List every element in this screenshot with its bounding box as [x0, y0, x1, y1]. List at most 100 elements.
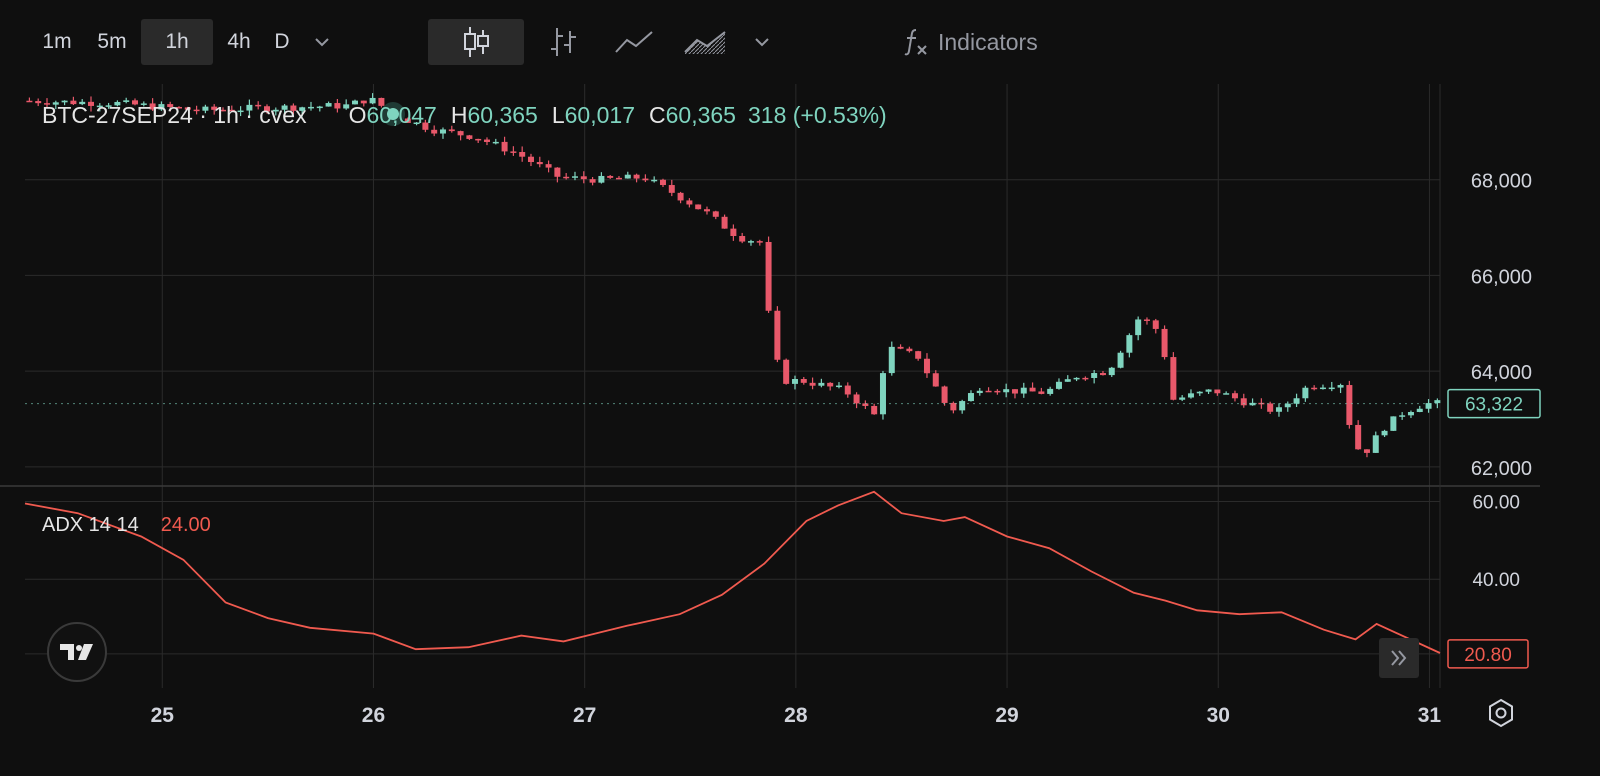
candle-body: [114, 101, 121, 106]
candle-body: [1179, 397, 1186, 400]
candle-body: [52, 102, 59, 105]
candle-body: [994, 390, 1001, 393]
candle-body: [1390, 416, 1397, 431]
candle-body: [219, 109, 226, 112]
candle-body: [501, 141, 508, 152]
candle-body: [343, 104, 350, 109]
adx-tick-label: 40.00: [1472, 570, 1520, 591]
candle-body: [1284, 403, 1291, 408]
candle-body: [624, 174, 631, 179]
candle-body: [1293, 398, 1300, 404]
last-price-label: 63,322: [1465, 395, 1523, 416]
candle-body: [941, 386, 948, 403]
x-tick-label: 29: [995, 704, 1018, 727]
candle-body: [1108, 367, 1115, 376]
timeframe-5m[interactable]: 5m: [97, 30, 127, 53]
candles-icon[interactable]: [428, 19, 524, 65]
candle-body: [536, 162, 543, 165]
candle-body: [1434, 400, 1441, 404]
candle-body: [1249, 402, 1256, 406]
area-icon[interactable]: [680, 19, 730, 65]
high-value: 60,365: [467, 102, 538, 128]
candle-body: [35, 101, 42, 104]
timeframe-d[interactable]: D: [274, 30, 290, 53]
candle-body: [422, 122, 429, 130]
axes: 25 26 27 28 29 30 31 62,000 64,000 66,000 68,000 40…: [151, 171, 1541, 727]
candle-body: [483, 139, 490, 142]
candle-body: [360, 100, 367, 104]
tradingview-logo-icon[interactable]: [47, 622, 107, 682]
candle-body: [1328, 387, 1335, 390]
timeframe-1h[interactable]: 1h: [141, 19, 213, 65]
candle-body: [290, 105, 297, 111]
price-tick-label: 64,000: [1471, 362, 1532, 384]
candle-body: [246, 104, 253, 111]
candle-body: [325, 103, 332, 107]
candle-body: [959, 401, 966, 411]
close-label: C: [649, 102, 666, 128]
candle-body: [369, 97, 376, 104]
candle-body: [105, 105, 112, 107]
candle-body: [466, 135, 473, 139]
candle-body: [651, 179, 658, 182]
candle-body: [96, 105, 103, 108]
symbol-label: BTC-27SEP24 · 1h · cvex: [42, 102, 307, 128]
candle-body: [1003, 389, 1010, 393]
candle-body: [1355, 424, 1362, 450]
bars-icon[interactable]: [540, 19, 586, 65]
timeframe-dropdown-chevron-down-icon[interactable]: [306, 19, 338, 65]
adx-last-box: [1447, 639, 1529, 669]
candle-body: [730, 228, 737, 237]
candle-body: [1302, 387, 1309, 399]
toolbar: 1m 5m 1h 4h D: [0, 0, 1600, 84]
change-value: 318 (+0.53%): [747, 102, 887, 128]
candles: [25, 93, 1441, 458]
chart-type-chevron-down-icon[interactable]: [746, 19, 778, 65]
candle-body: [747, 241, 754, 243]
candle-body: [228, 109, 235, 112]
candle-body: [686, 200, 693, 205]
timeframe-1m[interactable]: 1m: [42, 30, 72, 53]
candle-body: [607, 175, 614, 178]
adx-legend: ADX 14 14 24.00: [42, 514, 211, 537]
candle-body: [70, 100, 77, 105]
indicators-label: Indicators: [938, 28, 1038, 55]
candle-body: [783, 359, 790, 384]
candle-body: [1416, 408, 1423, 412]
candle-body: [431, 129, 438, 134]
scroll-to-realtime-button[interactable]: [1379, 638, 1419, 678]
candle-body: [571, 176, 578, 178]
candle-body: [519, 152, 526, 157]
adx-value: 24.00: [160, 514, 211, 536]
candle-body: [888, 346, 895, 374]
candle-body: [765, 241, 772, 311]
candle-body: [475, 138, 482, 141]
settings-gear-icon[interactable]: [1484, 696, 1518, 730]
x-tick-label: 25: [151, 704, 175, 727]
candle-body: [853, 394, 860, 404]
adx-pane: [24, 490, 1441, 654]
timeframe-4h[interactable]: 4h: [227, 30, 251, 53]
candle-body: [642, 178, 649, 181]
candle-body: [721, 216, 728, 229]
price-tick-label: 62,000: [1471, 458, 1532, 480]
candle-body: [299, 107, 306, 111]
candle-body: [61, 100, 68, 103]
price-tick-label: 66,000: [1471, 266, 1532, 288]
line-icon[interactable]: [610, 19, 658, 65]
candle-body: [1407, 411, 1414, 416]
candle-body: [184, 107, 191, 110]
candle-body: [827, 382, 834, 387]
candle-body: [316, 106, 323, 109]
indicators-button[interactable]: Indicators: [902, 19, 1038, 65]
candle-body: [712, 211, 719, 217]
chart-canvas[interactable]: 25 26 27 28 29 30 31 62,000 64,000 66,000 68,000 40…: [0, 84, 1600, 776]
candle-body: [695, 204, 702, 210]
candle-body: [677, 192, 684, 201]
candle-body: [1029, 387, 1036, 392]
candle-body: [413, 122, 420, 125]
crosshair-dot: [387, 108, 399, 120]
candle-body: [255, 104, 262, 107]
candle-body: [175, 106, 182, 109]
low-label: L: [551, 102, 565, 128]
